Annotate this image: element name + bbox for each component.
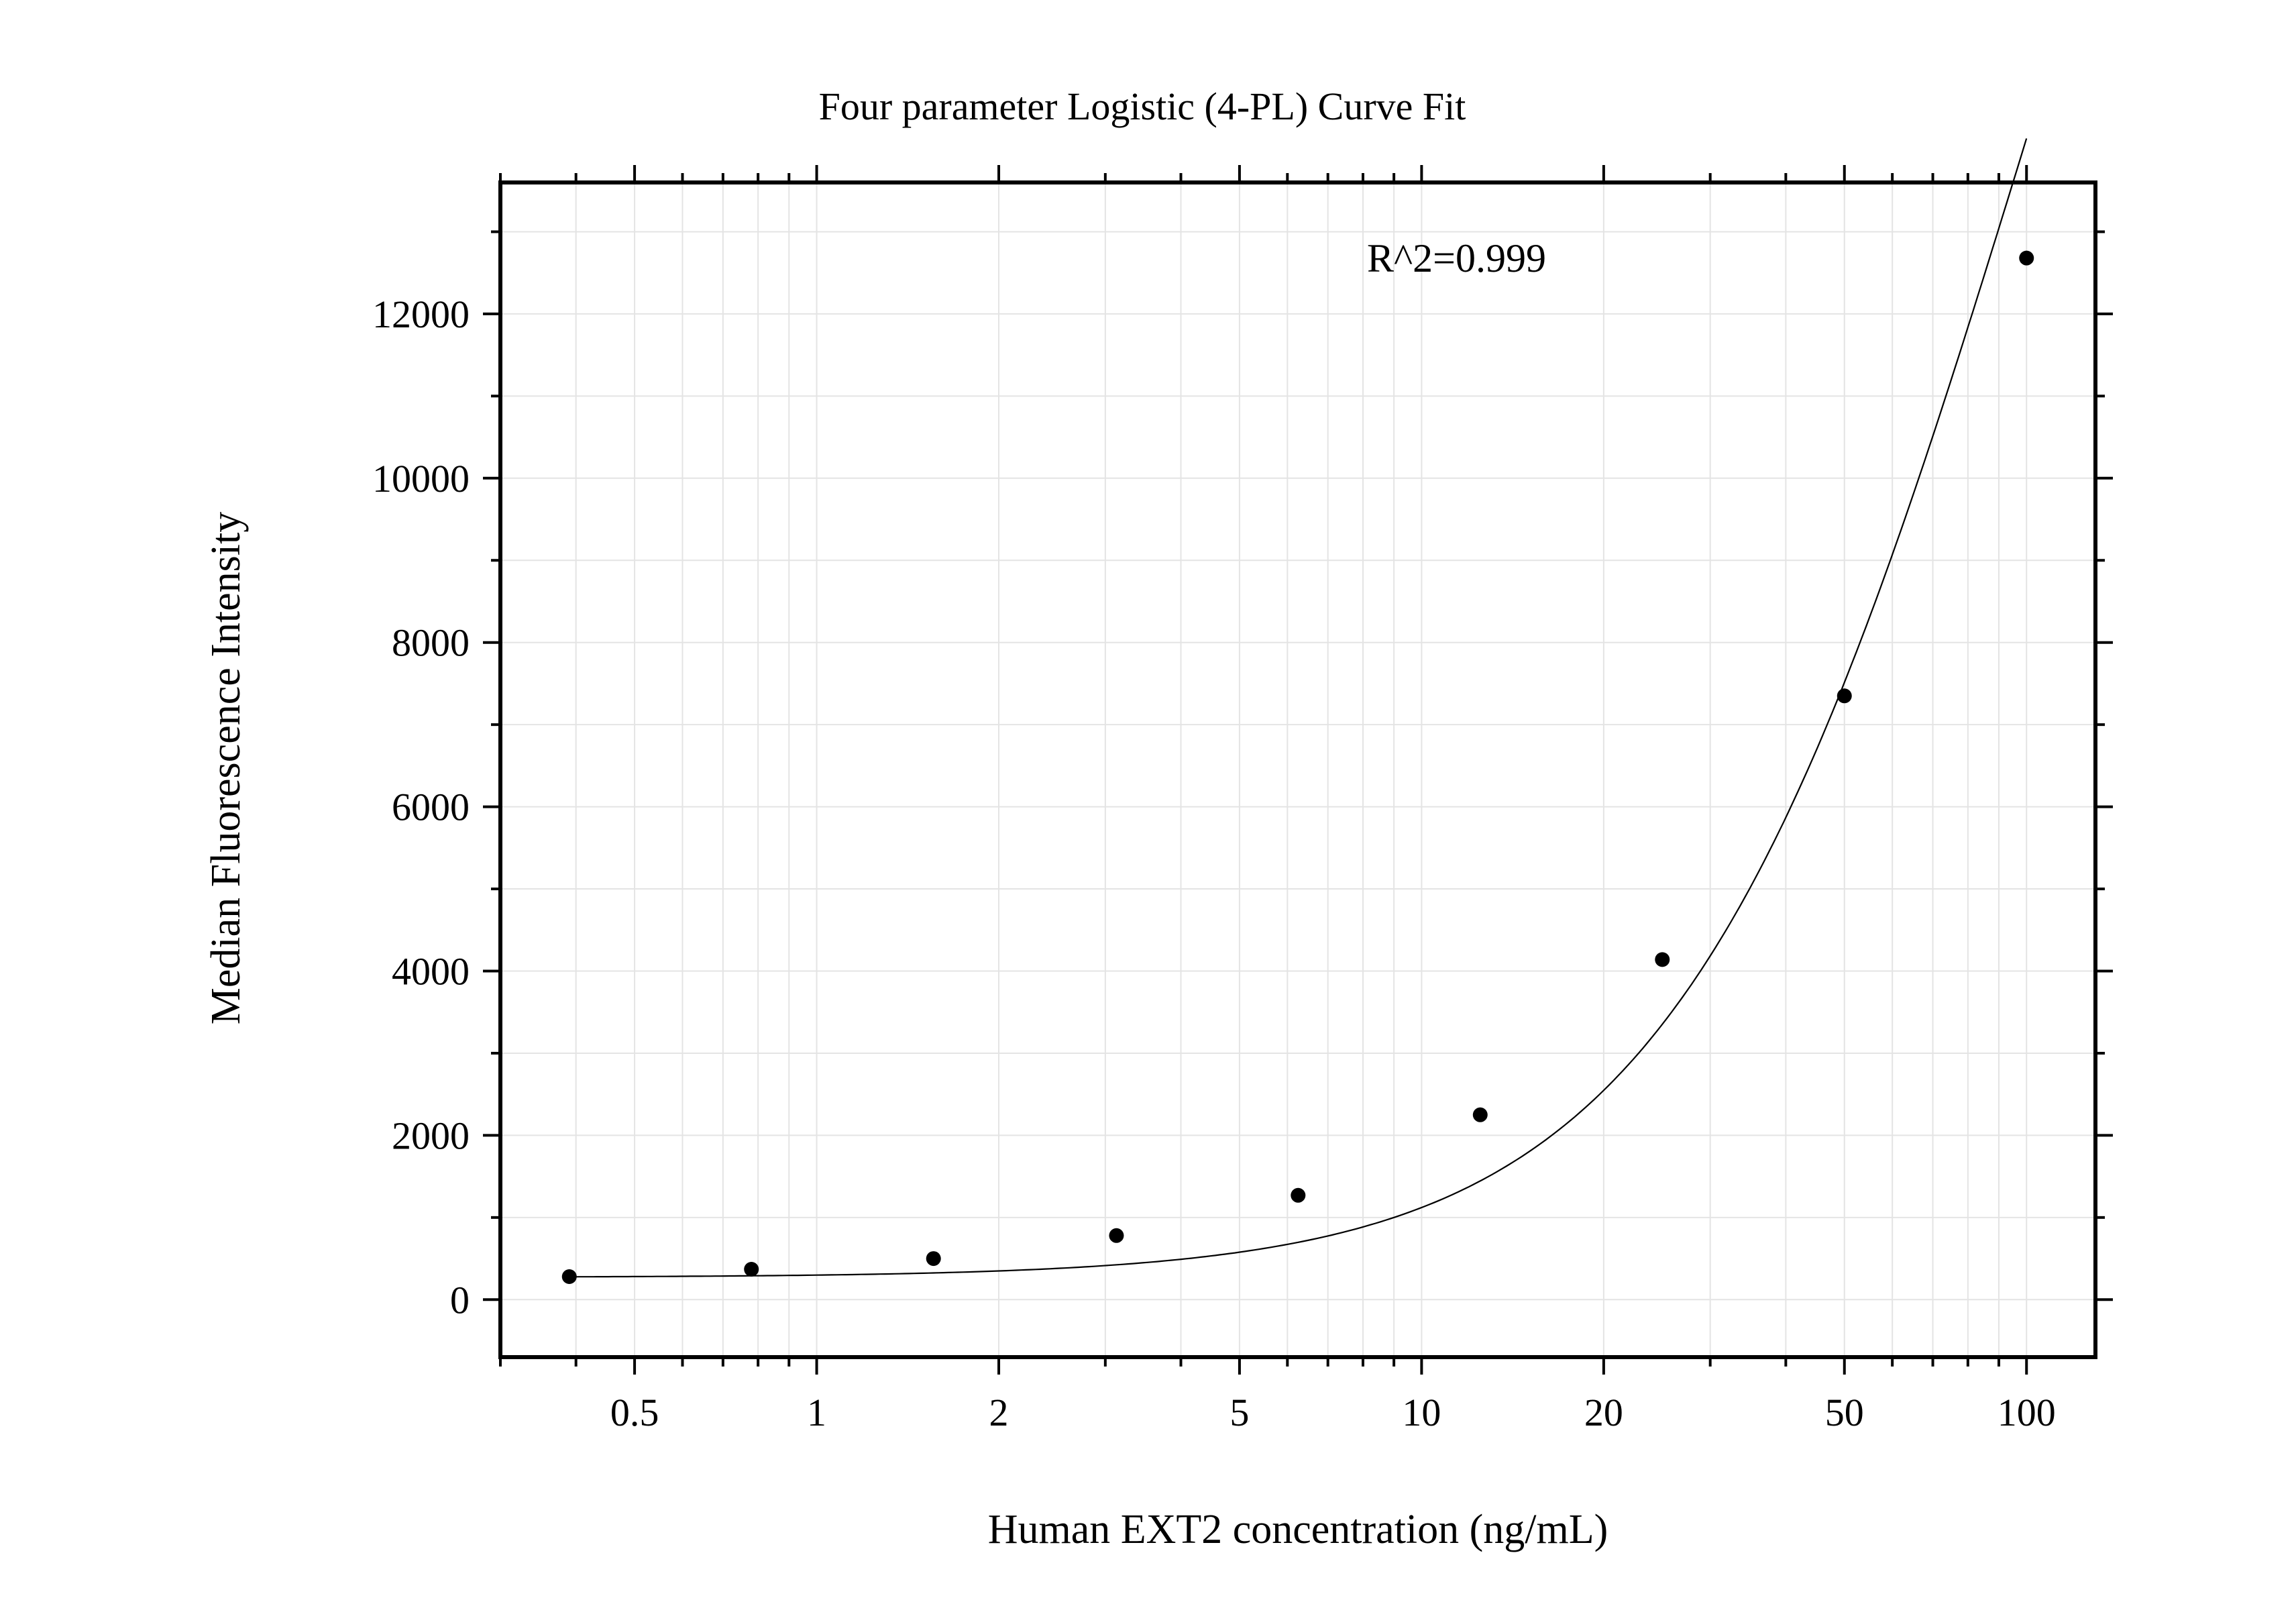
x-tick-labels: 0.5 1 2 5 10 20 50 100 bbox=[610, 1391, 2056, 1434]
data-point bbox=[926, 1251, 941, 1267]
data-points bbox=[561, 250, 2034, 1285]
x-tick-label: 50 bbox=[1825, 1391, 1864, 1434]
x-tick-label: 10 bbox=[1402, 1391, 1441, 1434]
data-point bbox=[561, 1269, 577, 1285]
grid-lines bbox=[500, 182, 2095, 1357]
y-tick-label: 10000 bbox=[372, 457, 470, 500]
fit-curve bbox=[569, 138, 2028, 1278]
y-tick-label: 0 bbox=[450, 1278, 470, 1322]
data-point bbox=[1655, 952, 1670, 967]
data-point bbox=[1109, 1228, 1124, 1243]
y-axis-label: Median Fluorescence Intensity bbox=[203, 512, 249, 1024]
y-tick-label: 12000 bbox=[372, 292, 470, 336]
x-tick-label: 100 bbox=[1998, 1391, 2056, 1434]
r-squared-annotation: R^2=0.999 bbox=[1367, 236, 1546, 280]
y-tick-labels: 0 2000 4000 6000 8000 10000 12000 bbox=[372, 292, 470, 1322]
x-axis-label: Human EXT2 concentration (ng/mL) bbox=[988, 1507, 1608, 1552]
x-tick-label: 1 bbox=[807, 1391, 826, 1434]
y-tick-label: 8000 bbox=[392, 621, 470, 665]
data-point bbox=[2019, 250, 2034, 266]
y-tick-label: 2000 bbox=[392, 1114, 470, 1157]
plot-frame bbox=[498, 180, 2097, 1359]
data-point bbox=[1837, 688, 1852, 704]
x-tick-label: 5 bbox=[1229, 1391, 1249, 1434]
x-tick-label: 2 bbox=[989, 1391, 1009, 1434]
chart-title: Four parameter Logistic (4-PL) Curve Fit bbox=[819, 85, 1466, 128]
x-tick-label: 0.5 bbox=[610, 1391, 659, 1434]
data-point bbox=[744, 1261, 759, 1277]
y-tick-label: 6000 bbox=[392, 786, 470, 829]
data-point bbox=[1472, 1107, 1488, 1122]
y-tick-label: 4000 bbox=[392, 949, 470, 993]
x-tick-label: 20 bbox=[1584, 1391, 1623, 1434]
data-point bbox=[1291, 1187, 1306, 1203]
